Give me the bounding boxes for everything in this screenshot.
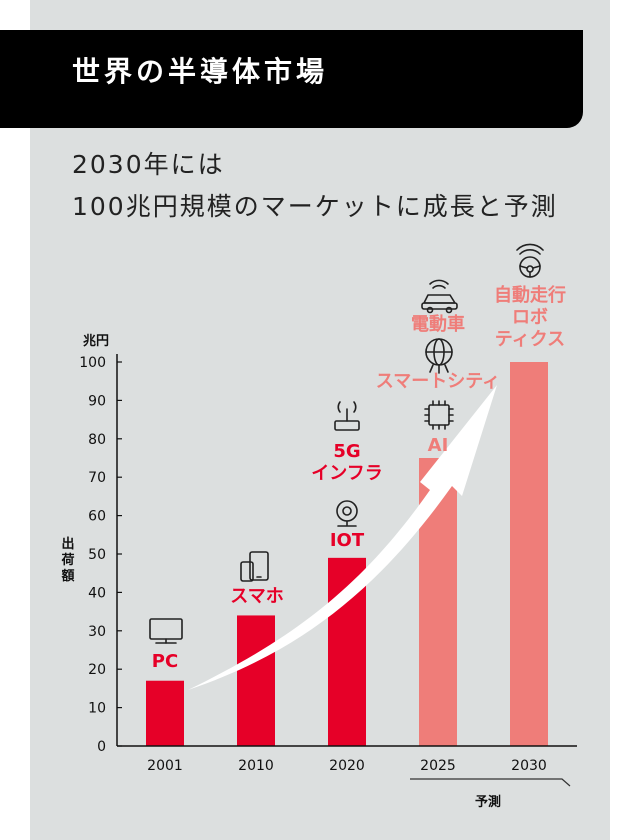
y-tick-label: 60 <box>88 509 106 525</box>
y-tick-label: 90 <box>88 393 106 409</box>
headline-line-1: 2030年には <box>72 150 225 179</box>
x-tick-label: 2025 <box>420 758 456 774</box>
forecast-bracket <box>410 778 571 787</box>
x-tick-label: 2001 <box>147 758 183 774</box>
callout-label: AI <box>428 435 449 456</box>
callout-label: 5G インフラ <box>311 441 382 484</box>
bar-2010 <box>237 615 275 746</box>
forecast-label: 予測 <box>475 794 501 810</box>
callout-label: 電動車 <box>411 313 465 335</box>
y-tick-label: 20 <box>88 662 106 678</box>
router-icon <box>334 401 360 431</box>
y-tick-label: 50 <box>88 547 106 563</box>
webcam-icon <box>336 500 358 527</box>
callout-label: スマートシティ <box>376 371 500 392</box>
y-tick-label: 0 <box>97 739 106 755</box>
y-tick-label: 80 <box>88 432 106 448</box>
banner-title: 世界の半導体市場 <box>72 55 329 88</box>
steering-wheel-icon <box>516 243 544 278</box>
headline-line-2: 100兆円規模のマーケットに成長と予測 <box>72 192 558 221</box>
bar-2030 <box>510 362 548 746</box>
y-tick-label: 70 <box>88 470 106 486</box>
y-tick-label: 100 <box>79 355 106 371</box>
callout-label: IOT <box>330 530 365 551</box>
bar-2001 <box>146 680 184 746</box>
ai-chip-icon <box>424 400 454 430</box>
connected-car-icon <box>421 279 458 314</box>
y-tick-label: 40 <box>88 585 106 601</box>
x-tick-label: 2030 <box>511 758 547 774</box>
y-unit-label: 兆円 <box>83 333 109 349</box>
smartphone-tablet-icon <box>240 551 269 582</box>
callout-label: PC <box>152 651 178 672</box>
globe-network-icon <box>425 338 453 374</box>
x-tick-label: 2020 <box>329 758 365 774</box>
monitor-icon <box>149 618 183 644</box>
y-tick-label: 30 <box>88 624 106 640</box>
title-banner <box>0 30 583 128</box>
y-axis-label: 出荷額 <box>60 536 74 584</box>
x-tick-label: 2010 <box>238 758 274 774</box>
callout-label: 自動走行ロボティクス <box>494 284 566 350</box>
y-tick-label: 10 <box>88 701 106 717</box>
callout-label: スマホ <box>230 586 283 607</box>
